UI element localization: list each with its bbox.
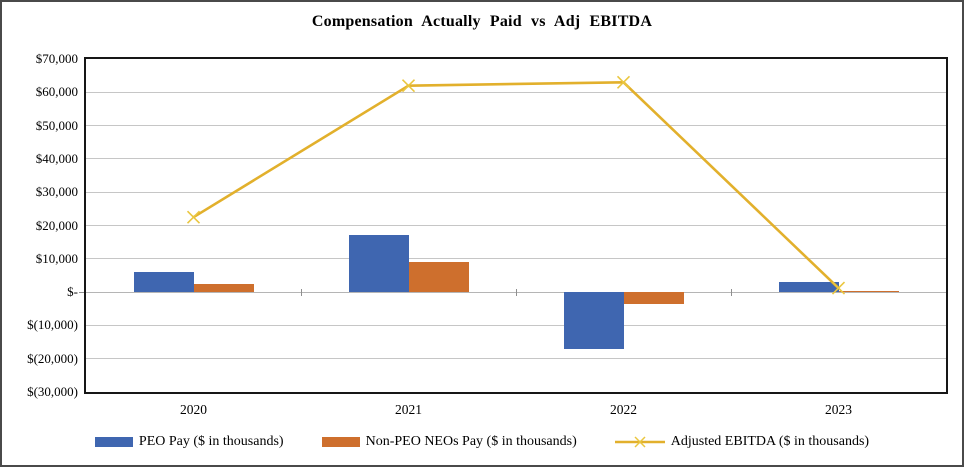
legend-swatch-bar [321, 437, 360, 447]
y-axis-zero-tick [79, 291, 84, 293]
gridline [86, 125, 946, 127]
y-tick-label: $70,000 [35, 51, 78, 66]
y-tick-label: $10,000 [35, 250, 78, 266]
bar-non-peo [193, 283, 254, 293]
x-marker [616, 75, 631, 89]
gridline [86, 191, 946, 193]
gridline [86, 324, 946, 326]
legend-item: Non-PEO NEOs Pay ($ in thousands) [321, 434, 577, 450]
bar-peo [133, 272, 194, 293]
x-tick-label: 2020 [180, 402, 207, 417]
x-tick-label: 2021 [395, 402, 422, 417]
x-marker [401, 79, 416, 93]
legend-item: PEO Pay ($ in thousands) [94, 434, 284, 450]
y-tick-label: $(20,000) [27, 350, 78, 366]
gridline [86, 225, 946, 226]
gridline [86, 158, 946, 160]
legend-label: Non-PEO NEOs Pay ($ in thousands) [365, 434, 577, 449]
y-tick-label: $40,000 [35, 150, 78, 166]
x-axis-tick [515, 288, 517, 296]
y-tick-label: $(10,000) [27, 317, 78, 333]
y-tick-label: $60,000 [35, 84, 78, 100]
x-axis-tick [730, 288, 732, 296]
bar-peo [778, 282, 839, 293]
legend-label: PEO Pay ($ in thousands) [138, 434, 284, 449]
bar-peo [348, 235, 409, 293]
legend-item: Adjusted EBITDA ($ in thousands) [614, 434, 870, 450]
gridline [86, 358, 946, 360]
legend-label: Adjusted EBITDA ($ in thousands) [670, 434, 870, 449]
bar-non-peo [623, 292, 684, 304]
x-axis-tick [300, 288, 302, 296]
gridline [86, 91, 946, 93]
legend-swatch-line [614, 436, 665, 448]
ebitda-line [192, 81, 840, 290]
y-tick-label: $30,000 [35, 184, 78, 200]
y-tick-label: $50,000 [35, 117, 78, 133]
plot-area [84, 57, 948, 394]
x-tick-label: 2022 [610, 402, 637, 417]
x-tick-label: 2023 [825, 402, 852, 417]
x-marker [186, 210, 201, 224]
legend: PEO Pay ($ in thousands) Non-PEO NEOs Pay… [2, 426, 962, 458]
x-marker [186, 210, 201, 224]
y-tick-label: $20,000 [35, 217, 78, 233]
chart-title: Compensation Actually Paid vs Adj EBITDA [311, 13, 653, 30]
bar-non-peo [408, 262, 469, 293]
y-tick-label: $(30,000) [27, 384, 78, 399]
legend-swatch-bar [94, 437, 133, 447]
gridline [86, 258, 946, 260]
x-marker [616, 75, 631, 89]
x-marker [401, 79, 416, 93]
y-tick-label: $- [67, 284, 78, 300]
bar-non-peo [838, 291, 899, 293]
bar-peo [563, 292, 624, 349]
